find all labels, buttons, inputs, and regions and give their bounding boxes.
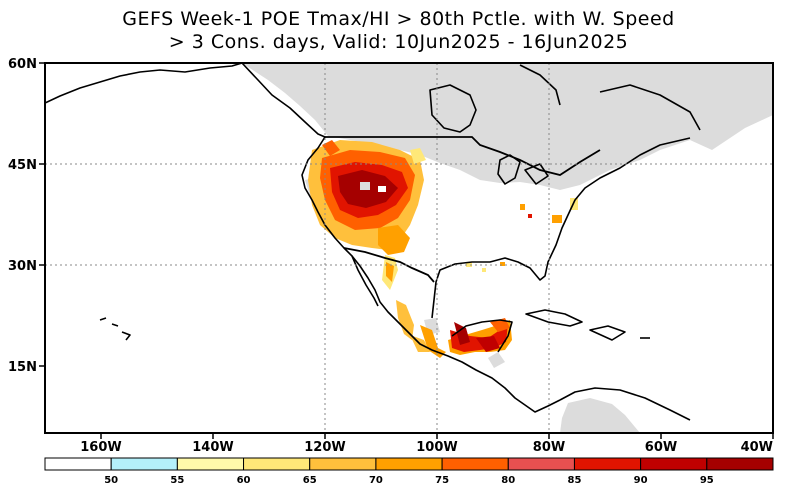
- grid-lines: [45, 63, 773, 433]
- map-title-line-1: GEFS Week-1 POE Tmax/HI > 80th Pctle. wi…: [122, 8, 675, 30]
- colorbar-label: 95: [700, 475, 714, 486]
- colorbar-swatch: [243, 457, 311, 471]
- no-data-patch-yucatan: [488, 352, 505, 368]
- colorbar-swatch: [44, 457, 112, 471]
- lat-tick-label: 60N: [8, 57, 37, 72]
- colorbar-label: 60: [237, 475, 251, 486]
- colorbar-swatch: [176, 457, 245, 471]
- lat-tick-label: 45N: [8, 158, 37, 173]
- colorbar-swatch: [573, 457, 642, 471]
- lon-tick-label: 60W: [645, 440, 677, 455]
- colorbar-swatch: [640, 457, 708, 471]
- colorbar-swatch: [375, 457, 443, 471]
- latitude-axis: 60N 45N 30N 15N: [8, 57, 45, 375]
- lon-tick-label: 40W: [741, 440, 773, 455]
- colorbar-label: 50: [104, 475, 118, 486]
- colorbar-swatch: [441, 457, 509, 471]
- colorbar: 50 55 60 65 70 75 80 85 90 95: [44, 457, 774, 486]
- colorbar-swatch: [110, 457, 178, 471]
- map-title-line-2: > 3 Cons. days, Valid: 10Jun2025 - 16Jun…: [168, 31, 629, 53]
- colorbar-label: 85: [567, 475, 581, 486]
- no-data-region-south-america: [560, 398, 640, 433]
- colorbar-swatch: [507, 457, 575, 471]
- no-data-region-canada: [242, 63, 773, 190]
- lon-tick-label: 140W: [192, 440, 233, 455]
- lat-tick-label: 30N: [8, 259, 37, 274]
- colorbar-swatch: [309, 457, 377, 471]
- country-borders: [325, 136, 601, 283]
- probability-shading-western-us: [308, 140, 426, 290]
- colorbar-label: 90: [634, 475, 648, 486]
- probability-shading-mexico-central-america: [396, 300, 512, 358]
- colorbar-swatch: [706, 457, 774, 471]
- colorbar-label: 75: [435, 475, 449, 486]
- lon-tick-label: 100W: [416, 440, 457, 455]
- lat-tick-label: 15N: [8, 360, 37, 375]
- map-frame: [44, 62, 774, 434]
- lon-tick-label: 80W: [533, 440, 565, 455]
- longitude-axis: 160W 140W 120W 100W 80W 60W 40W: [80, 433, 774, 455]
- colorbar-label: 55: [170, 475, 184, 486]
- lon-tick-label: 160W: [80, 440, 121, 455]
- lon-tick-label: 120W: [304, 440, 345, 455]
- colorbar-label: 70: [369, 475, 383, 486]
- colorbar-label: 65: [303, 475, 317, 486]
- colorbar-label: 80: [501, 475, 515, 486]
